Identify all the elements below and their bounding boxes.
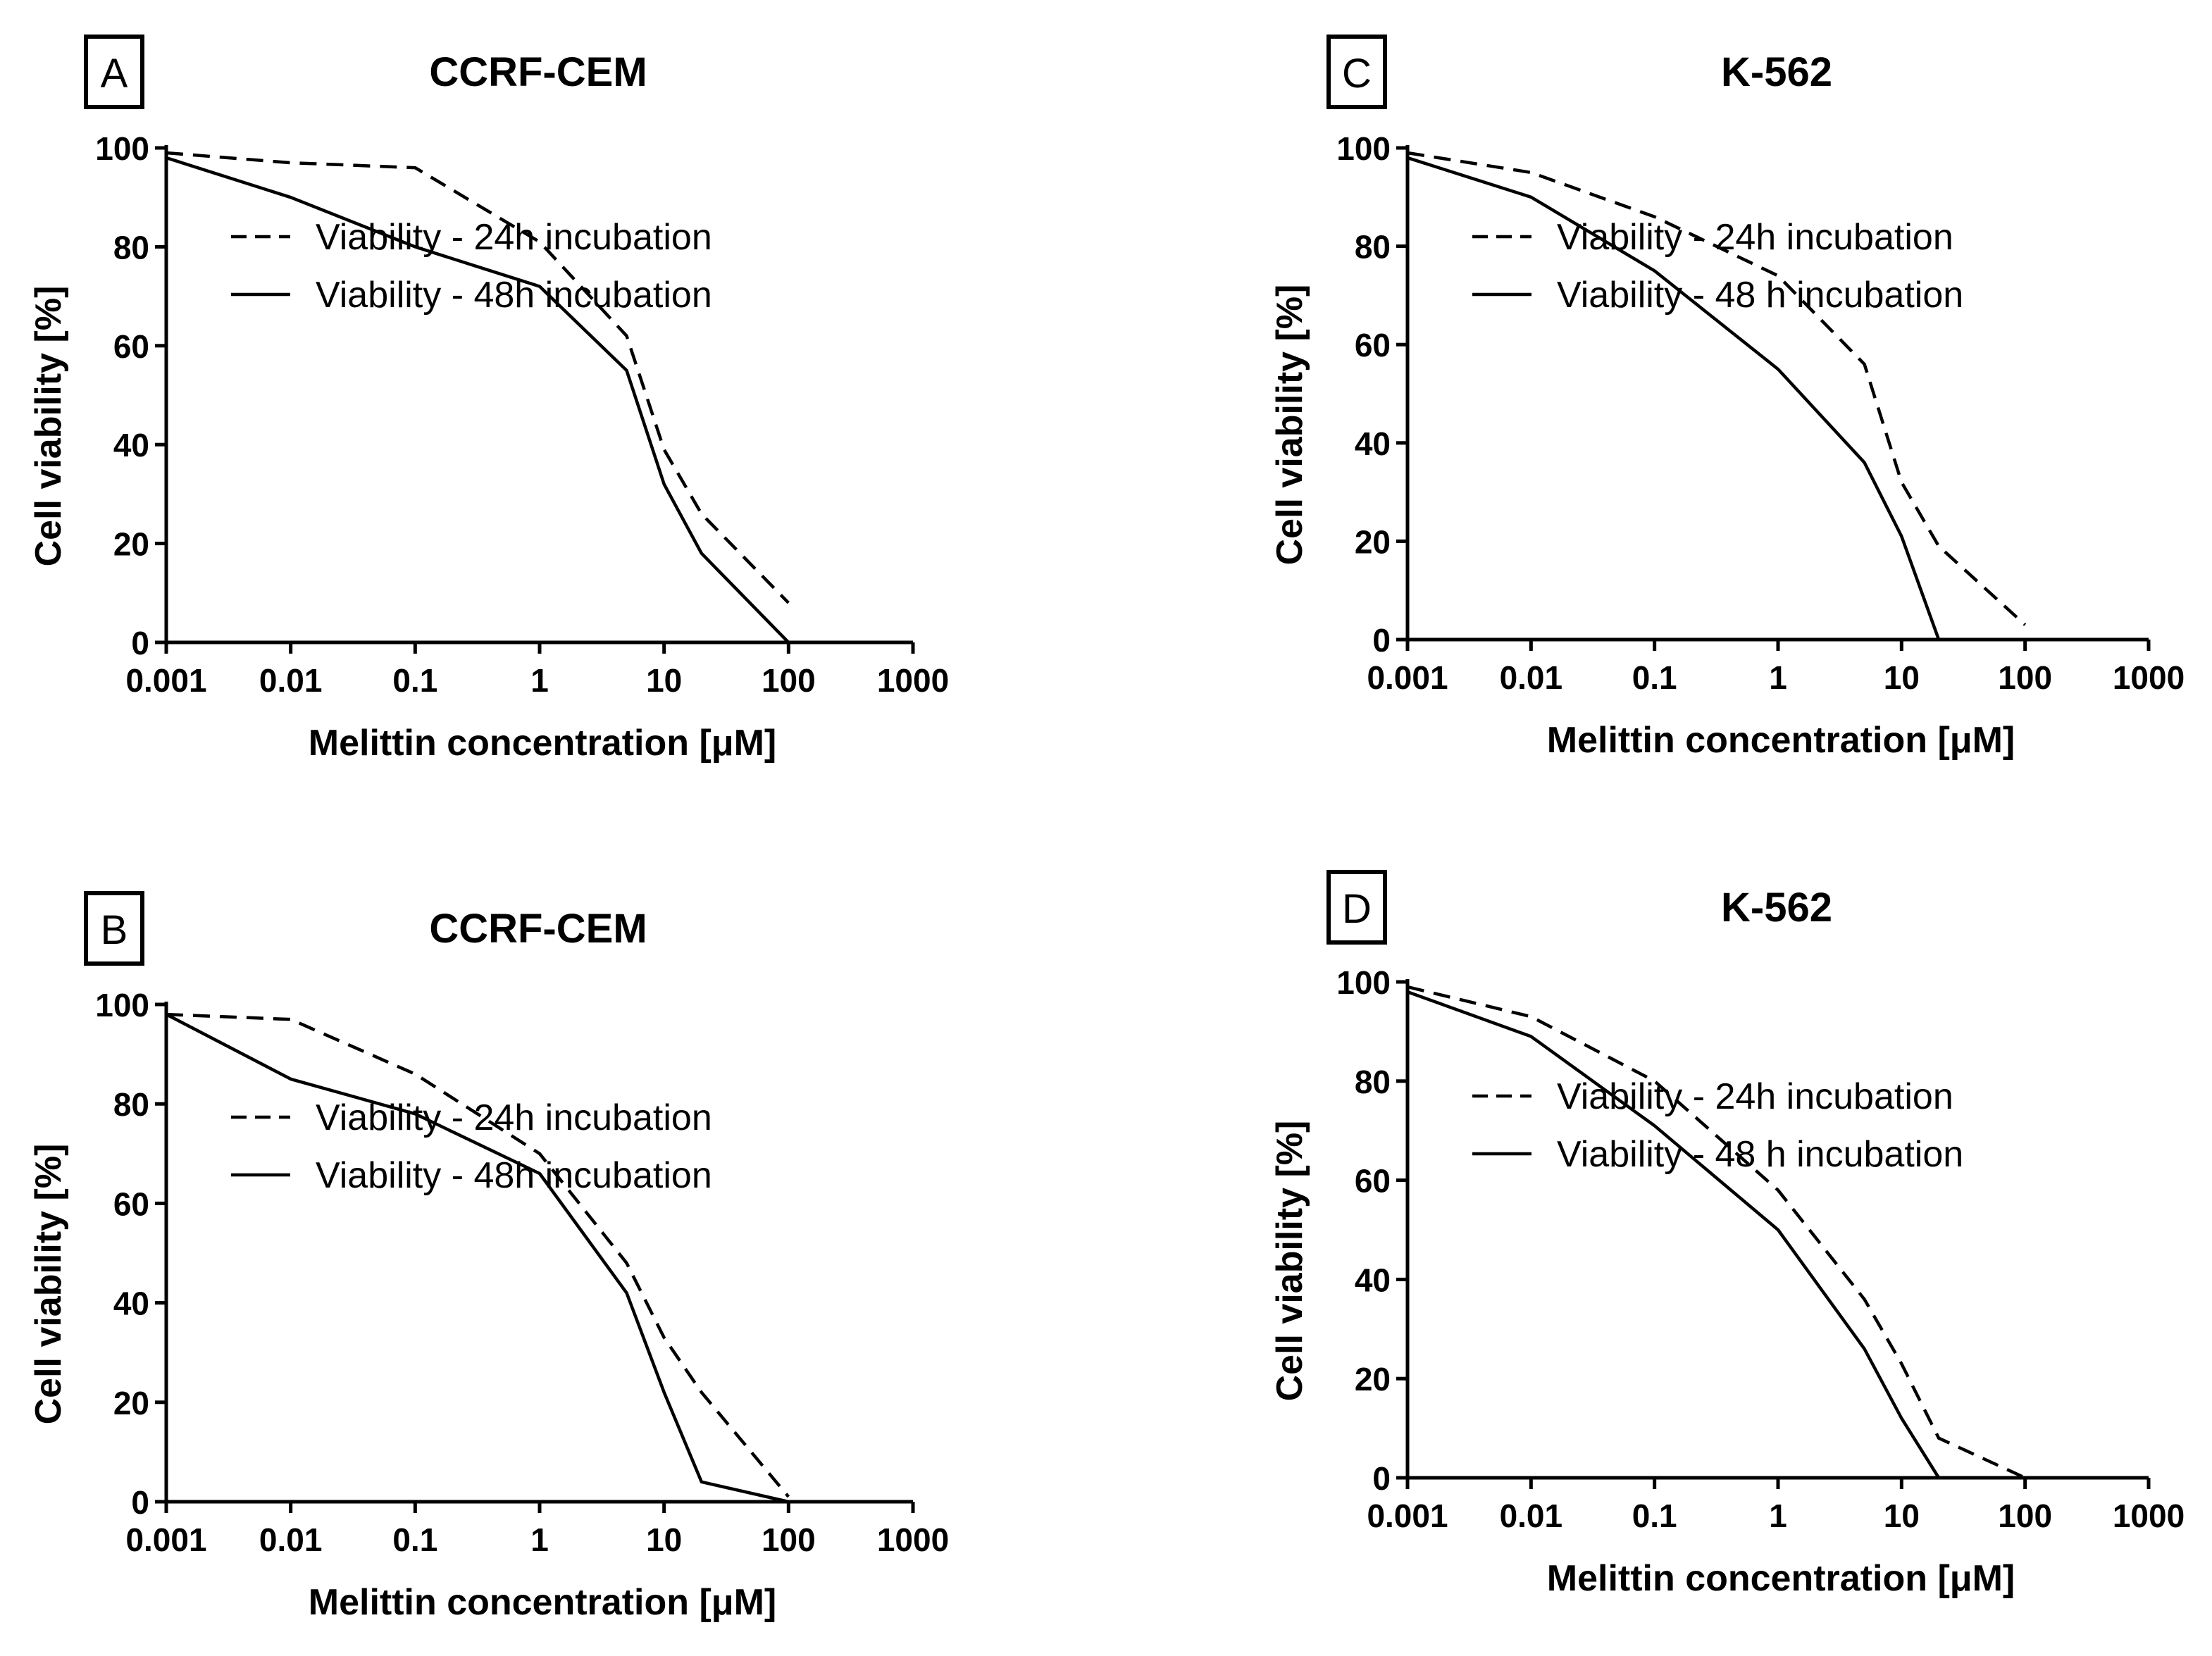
x-tick-label: 10 bbox=[1884, 1498, 1920, 1534]
x-tick-label: 100 bbox=[1998, 659, 2052, 696]
series-line-48h bbox=[1407, 156, 1941, 640]
x-tick-label: 1000 bbox=[877, 1521, 949, 1558]
y-tick-label: 60 bbox=[113, 1185, 149, 1222]
x-axis-label: Melittin concentration [μM] bbox=[309, 723, 776, 764]
y-tick-label: 80 bbox=[1355, 229, 1391, 266]
y-tick-label: 0 bbox=[131, 625, 149, 661]
panel-label-box bbox=[84, 891, 144, 966]
series-line-48h bbox=[165, 1013, 789, 1504]
y-tick-label: 0 bbox=[1372, 622, 1391, 659]
x-tick-label: 100 bbox=[762, 662, 816, 699]
y-axis-label: Cell viability [%] bbox=[28, 286, 69, 567]
x-tick-label: 0.01 bbox=[259, 662, 323, 699]
y-tick-label: 40 bbox=[1355, 1262, 1391, 1298]
x-tick-label: 0.001 bbox=[1367, 659, 1448, 696]
x-tick-label: 10 bbox=[1884, 659, 1920, 696]
y-tick-label: 20 bbox=[113, 1385, 149, 1421]
y-tick-label: 80 bbox=[113, 1086, 149, 1123]
x-axis-label: Melittin concentration [μM] bbox=[1547, 720, 2015, 761]
legend-label: Viability - 24h incubation bbox=[1557, 217, 1953, 258]
x-tick-label: 0.1 bbox=[392, 662, 437, 699]
legend-label: Viability - 24h incubation bbox=[316, 1097, 712, 1138]
x-tick-label: 0.01 bbox=[259, 1521, 323, 1558]
x-tick-label: 1000 bbox=[2113, 659, 2185, 696]
x-tick-label: 0.1 bbox=[1632, 659, 1677, 696]
series-line-48h bbox=[1407, 990, 1941, 1479]
legend-label: Viability - 24h incubation bbox=[1557, 1076, 1953, 1117]
y-tick-label: 60 bbox=[113, 328, 149, 365]
y-tick-label: 40 bbox=[1355, 425, 1391, 462]
x-axis-label: Melittin concentration [μM] bbox=[1547, 1558, 2015, 1599]
x-tick-label: 1000 bbox=[877, 662, 949, 699]
y-tick-label: 20 bbox=[1355, 1361, 1391, 1397]
y-tick-label: 100 bbox=[95, 130, 149, 167]
x-tick-label: 100 bbox=[762, 1521, 816, 1558]
panel-label-box bbox=[84, 35, 144, 109]
y-tick-label: 100 bbox=[1336, 964, 1391, 1001]
chart-title: CCRF-CEM bbox=[429, 906, 647, 952]
x-tick-label: 0.001 bbox=[125, 1521, 206, 1558]
x-tick-label: 0.01 bbox=[1500, 659, 1563, 696]
y-tick-label: 40 bbox=[113, 427, 149, 463]
y-tick-label: 60 bbox=[1355, 327, 1391, 363]
x-tick-label: 1 bbox=[1769, 659, 1787, 696]
y-tick-label: 0 bbox=[131, 1484, 149, 1521]
x-tick-label: 10 bbox=[646, 662, 682, 699]
y-tick-label: 80 bbox=[113, 229, 149, 266]
legend-label: Viability - 24h incubation bbox=[316, 217, 712, 258]
series-line-48h bbox=[166, 156, 790, 644]
x-tick-label: 100 bbox=[1998, 1498, 2052, 1534]
y-tick-label: 60 bbox=[1355, 1163, 1391, 1200]
y-tick-label: 40 bbox=[113, 1285, 149, 1322]
x-tick-label: 10 bbox=[646, 1521, 682, 1558]
panel-label: A bbox=[101, 51, 128, 97]
y-tick-label: 100 bbox=[1336, 130, 1391, 167]
y-tick-label: 20 bbox=[113, 526, 149, 563]
x-tick-label: 1 bbox=[530, 662, 549, 699]
y-tick-label: 0 bbox=[1372, 1460, 1391, 1497]
y-axis-label: Cell viability [%] bbox=[1269, 285, 1310, 566]
y-axis-label: Cell viability [%] bbox=[1269, 1121, 1310, 1402]
x-tick-label: 0.001 bbox=[125, 662, 206, 699]
chart-panel-c: C K-562 0 20 40 60 80 100 0.001 0.01 0.1 1 10 100 1000… bbox=[1269, 35, 2185, 761]
y-tick-label: 20 bbox=[1355, 523, 1391, 560]
chart-title: K-562 bbox=[1721, 885, 1832, 930]
series-line-24h bbox=[1407, 985, 2026, 1480]
chart-title: CCRF-CEM bbox=[429, 49, 647, 95]
legend-label: Viability - 48h incubation bbox=[316, 275, 712, 316]
chart-panel-d: D K-562 0 20 40 60 80 100 0.001 0.01 0.1 1 10 100 1000… bbox=[1269, 870, 2185, 1599]
series-line-24h bbox=[166, 1012, 790, 1498]
y-tick-label: 100 bbox=[95, 987, 149, 1023]
legend-label: Viability - 48 h incubation bbox=[1557, 1134, 1963, 1175]
panel-label-box bbox=[1326, 35, 1387, 109]
x-tick-label: 0.001 bbox=[1367, 1498, 1448, 1534]
y-tick-label: 80 bbox=[1355, 1064, 1391, 1100]
chart-panel-b: B CCRF-CEM 0 20 40 60 80 100 0.001 0.01 0.1 1 10 100 1… bbox=[28, 891, 949, 1623]
x-tick-label: 1 bbox=[1769, 1498, 1787, 1534]
legend-label: Viability - 48h incubation bbox=[316, 1155, 712, 1196]
x-tick-label: 0.01 bbox=[1500, 1498, 1563, 1534]
panel-label: D bbox=[1342, 886, 1372, 932]
x-tick-label: 0.1 bbox=[1632, 1498, 1677, 1534]
series-line-24h bbox=[166, 151, 790, 604]
panel-label-box bbox=[1326, 870, 1387, 945]
chart-panel-a: A CCRF-CEM 0 20 40 60 80 100 0.001 0.01 0.1 1 10 100 1… bbox=[28, 35, 949, 764]
x-tick-label: 1000 bbox=[2113, 1498, 2185, 1534]
x-axis-label: Melittin concentration [μM] bbox=[309, 1582, 776, 1623]
chart-title: K-562 bbox=[1721, 49, 1832, 95]
x-tick-label: 0.1 bbox=[392, 1521, 437, 1558]
panel-label: B bbox=[101, 907, 128, 953]
y-axis-label: Cell viability [%] bbox=[28, 1144, 69, 1425]
panel-label: C bbox=[1342, 51, 1372, 97]
x-tick-label: 1 bbox=[530, 1521, 549, 1558]
legend-label: Viability - 48 h incubation bbox=[1557, 275, 1963, 316]
series-line-24h bbox=[1407, 151, 2027, 626]
